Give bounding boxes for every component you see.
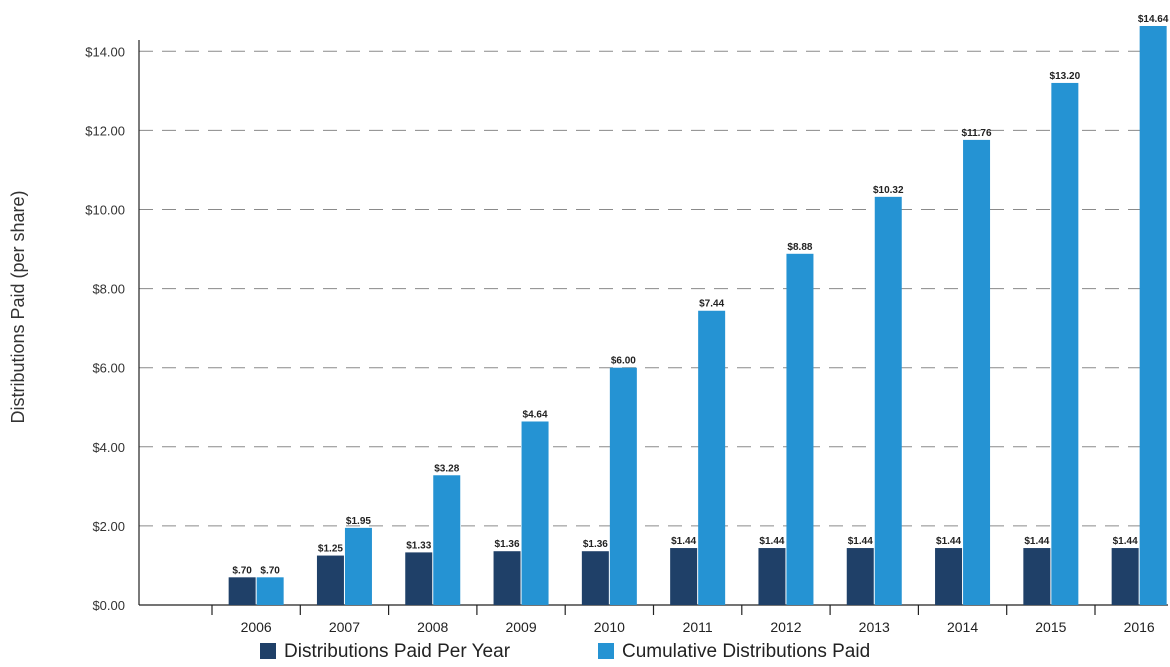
bar-distributions-per-year [1023, 548, 1051, 605]
legend-swatch [598, 643, 614, 659]
data-label-per-year: $1.25 [318, 544, 343, 555]
x-tick-label: 2012 [770, 619, 801, 635]
y-axis-label: Distributions Paid (per share) [8, 190, 28, 423]
bar-cumulative-distributions [256, 577, 284, 605]
bar-distributions-per-year [758, 548, 786, 605]
y-tick-label: $10.00 [85, 203, 125, 218]
bar-cumulative-distributions [1051, 82, 1079, 605]
data-label-cumulative: $1.95 [346, 516, 371, 527]
x-tick-label: 2015 [1035, 619, 1066, 635]
data-label-cumulative: $13.20 [1050, 71, 1081, 82]
gridlines [139, 50, 1168, 527]
bar-cumulative-distributions [609, 367, 637, 605]
data-label-cumulative: $10.32 [873, 185, 904, 196]
data-label-per-year: $1.33 [406, 540, 431, 551]
data-label-per-year: $1.36 [495, 539, 520, 550]
x-tick-label: 2009 [505, 619, 536, 635]
data-label-per-year: $1.44 [848, 536, 873, 547]
data-label-per-year: $1.44 [1024, 536, 1049, 547]
axes: $0.00 $2.00 $4.00 $6.00 $8.00 $10.00 $12.00 $14… [85, 40, 1168, 635]
data-label-cumulative: $.70 [260, 565, 280, 576]
bar-cumulative-distributions [874, 196, 902, 605]
x-tick-label: 2010 [594, 619, 625, 635]
x-tick-label: 2008 [417, 619, 448, 635]
bar-cumulative-distributions [963, 139, 991, 605]
data-label-cumulative: $11.76 [962, 128, 992, 139]
data-label-per-year: $.70 [232, 565, 252, 576]
legend-label: Cumulative Distributions Paid [622, 641, 870, 662]
data-label-per-year: $1.36 [583, 539, 608, 550]
legend-swatch [260, 643, 276, 659]
y-tick-label: $0.00 [92, 598, 125, 613]
bar-distributions-per-year [405, 552, 433, 605]
x-tick-label: 2014 [947, 619, 978, 635]
y-tick-label: $12.00 [85, 123, 125, 138]
data-label-cumulative: $7.44 [699, 299, 724, 310]
data-label-per-year: $1.44 [671, 536, 696, 547]
bar-distributions-per-year [935, 548, 963, 605]
data-label-cumulative: $14.64 [1138, 14, 1169, 25]
bar-distributions-per-year [228, 577, 256, 605]
bar-distributions-per-year [316, 555, 344, 605]
bar-distributions-per-year [581, 551, 609, 605]
data-label-per-year: $1.44 [936, 536, 961, 547]
data-label-per-year: $1.44 [759, 536, 784, 547]
y-tick-label: $8.00 [92, 282, 125, 297]
bar-distributions-per-year [670, 548, 698, 605]
x-tick-label: 2016 [1124, 619, 1155, 635]
bar-cumulative-distributions [433, 475, 461, 605]
bar-cumulative-distributions [698, 310, 726, 605]
legend-label: Distributions Paid Per Year [284, 641, 511, 662]
bar-distributions-per-year [493, 551, 521, 605]
legend: Distributions Paid Per Year Cumulative Di… [260, 641, 870, 662]
bar-cumulative-distributions [1139, 25, 1167, 606]
bar-cumulative-distributions [521, 421, 549, 605]
bar-distributions-per-year [846, 548, 874, 605]
bar-distributions-per-year [1111, 548, 1139, 605]
bars [228, 25, 1167, 606]
y-tick-label: $4.00 [92, 440, 125, 455]
y-tick-label: $14.00 [85, 44, 125, 59]
data-label-cumulative: $8.88 [787, 242, 812, 253]
data-label-per-year: $1.44 [1113, 536, 1138, 547]
data-label-cumulative: $3.28 [434, 463, 459, 474]
bar-cumulative-distributions [786, 253, 814, 605]
data-label-cumulative: $4.64 [523, 409, 548, 420]
bar-cumulative-distributions [344, 527, 372, 605]
x-tick-label: 2006 [241, 619, 272, 635]
data-label-cumulative: $6.00 [611, 356, 636, 367]
y-tick-label: $2.00 [92, 519, 125, 534]
data-labels: $.70 $.70 $1.25 $1.95 $1.33 $3.28 $1.36 $4.64 $1… [232, 14, 1168, 576]
x-tick-label: 2011 [683, 619, 713, 635]
y-tick-label: $6.00 [92, 361, 125, 376]
x-tick-label: 2007 [329, 619, 360, 635]
x-tick-label: 2013 [859, 619, 890, 635]
